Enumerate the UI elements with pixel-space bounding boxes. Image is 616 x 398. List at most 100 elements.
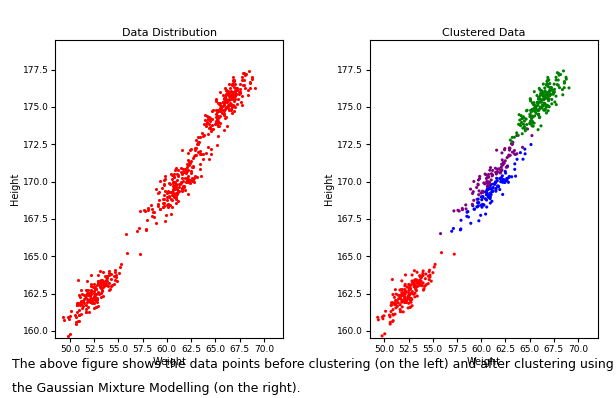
Point <box>537 105 547 111</box>
Point <box>415 281 425 287</box>
Point <box>70 312 80 318</box>
Point <box>492 169 502 175</box>
Point <box>211 98 221 104</box>
Point <box>192 174 202 180</box>
Point <box>533 100 543 107</box>
Point <box>508 141 517 148</box>
Title: Data Distribution: Data Distribution <box>122 27 217 38</box>
Point <box>512 150 522 157</box>
Point <box>538 102 548 109</box>
Point <box>169 174 179 180</box>
Point <box>95 283 105 290</box>
Point <box>400 299 410 306</box>
Point <box>218 107 228 113</box>
Point <box>111 274 121 280</box>
Point <box>245 84 255 91</box>
Point <box>410 283 419 289</box>
Point <box>527 121 537 127</box>
Point <box>394 296 403 302</box>
Point <box>220 99 230 105</box>
Point <box>491 179 501 186</box>
Point <box>104 280 114 286</box>
Point <box>391 301 400 308</box>
Point <box>229 78 238 84</box>
Point <box>205 115 215 121</box>
Point <box>543 103 553 109</box>
Point <box>247 76 257 82</box>
Point <box>90 295 100 301</box>
Point <box>479 202 488 208</box>
Point <box>173 172 183 178</box>
Point <box>414 281 424 288</box>
Point <box>386 302 396 308</box>
Point <box>135 251 145 258</box>
Point <box>100 277 110 284</box>
Point <box>539 107 549 113</box>
Point <box>395 295 405 301</box>
Point <box>207 116 217 122</box>
Point <box>485 190 495 196</box>
Point <box>544 77 554 83</box>
Point <box>227 93 237 100</box>
Point <box>411 287 421 294</box>
Point <box>169 192 179 199</box>
Point <box>100 281 110 288</box>
Point <box>477 204 487 211</box>
Point <box>542 102 552 108</box>
Point <box>177 175 187 181</box>
Point <box>397 278 407 284</box>
Point <box>227 104 237 110</box>
Point <box>511 151 521 158</box>
Point <box>475 173 485 179</box>
Point <box>234 89 244 95</box>
Point <box>482 189 492 195</box>
Point <box>468 203 478 209</box>
Point <box>83 286 93 293</box>
Point <box>59 317 69 323</box>
Point <box>546 86 556 92</box>
Point <box>527 115 537 122</box>
Point <box>76 297 86 304</box>
Point <box>97 287 107 294</box>
Point <box>169 171 179 178</box>
Point <box>474 203 484 209</box>
Point <box>81 292 91 298</box>
Point <box>512 132 522 139</box>
Point <box>143 207 153 213</box>
Point <box>225 85 235 91</box>
Point <box>508 134 517 140</box>
Point <box>531 110 541 117</box>
Point <box>190 145 200 151</box>
Point <box>211 113 221 120</box>
Point <box>527 107 537 113</box>
Point <box>558 92 568 98</box>
Point <box>508 139 518 146</box>
Point <box>243 86 253 93</box>
Point <box>407 289 417 295</box>
Point <box>497 179 507 185</box>
Point <box>496 177 506 183</box>
Point <box>531 105 541 111</box>
Point <box>237 93 246 100</box>
Point <box>466 186 476 192</box>
Point <box>402 297 412 303</box>
Point <box>89 293 99 300</box>
Point <box>72 300 82 306</box>
Point <box>191 152 201 158</box>
Point <box>405 292 415 298</box>
Point <box>497 157 507 163</box>
Point <box>89 300 99 306</box>
Point <box>159 196 169 202</box>
Point <box>88 297 98 303</box>
Point <box>463 209 473 215</box>
Point <box>86 288 96 295</box>
Point <box>525 111 535 117</box>
Point <box>158 204 168 210</box>
Point <box>538 92 548 99</box>
Point <box>415 277 425 284</box>
Point <box>184 179 194 185</box>
Point <box>168 178 177 185</box>
Point <box>74 312 84 318</box>
Point <box>101 281 111 287</box>
Point <box>400 288 410 295</box>
